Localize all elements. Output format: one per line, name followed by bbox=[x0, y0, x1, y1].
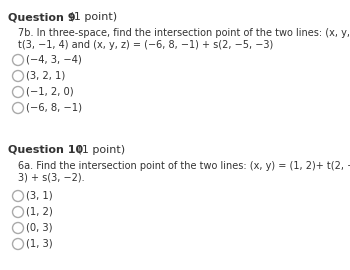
Text: 3) + s(3, −2).: 3) + s(3, −2). bbox=[18, 173, 85, 183]
Text: (1 point): (1 point) bbox=[66, 12, 117, 22]
Text: (0, 3): (0, 3) bbox=[27, 223, 53, 233]
Text: 7b. In three-space, find the intersection point of the two lines: (x, y, z) = (−: 7b. In three-space, find the intersectio… bbox=[18, 28, 350, 38]
Text: 6a. Find the intersection point of the two lines: (x, y) = (1, 2)+ t(2, −1) and : 6a. Find the intersection point of the t… bbox=[18, 161, 350, 171]
Text: (1 point): (1 point) bbox=[74, 145, 125, 155]
Text: (1, 3): (1, 3) bbox=[27, 239, 53, 249]
Text: t(3, −1, 4) and (x, y, z) = (−6, 8, −1) + s(2, −5, −3): t(3, −1, 4) and (x, y, z) = (−6, 8, −1) … bbox=[18, 40, 273, 50]
Text: (3, 2, 1): (3, 2, 1) bbox=[27, 71, 66, 81]
Text: (1, 2): (1, 2) bbox=[27, 207, 53, 217]
Text: (−1, 2, 0): (−1, 2, 0) bbox=[27, 87, 74, 97]
Text: Question 10: Question 10 bbox=[8, 145, 83, 155]
Text: (−6, 8, −1): (−6, 8, −1) bbox=[27, 103, 83, 113]
Text: Question 9: Question 9 bbox=[8, 12, 76, 22]
Text: (3, 1): (3, 1) bbox=[27, 191, 53, 201]
Text: (−4, 3, −4): (−4, 3, −4) bbox=[27, 55, 82, 65]
